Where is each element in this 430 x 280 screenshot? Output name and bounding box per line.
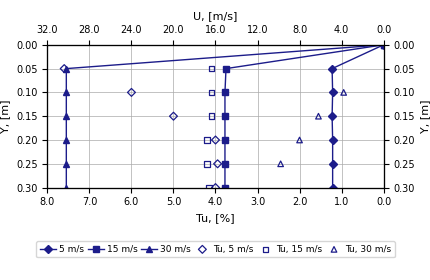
- Tu, 5 m/s: [61, 66, 68, 71]
- 5 m/s: [329, 186, 335, 189]
- Tu, 5 m/s: [169, 114, 176, 118]
- Tu, 15 m/s: [379, 43, 386, 47]
- Tu, 5 m/s: [214, 162, 221, 166]
- 5 m/s: [380, 43, 385, 46]
- Y-axis label: Y, [m]: Y, [m]: [0, 99, 10, 133]
- Tu, 15 m/s: [203, 162, 210, 166]
- 5 m/s: [329, 91, 335, 94]
- Tu, 15 m/s: [207, 90, 214, 95]
- Tu, 30 m/s: [314, 114, 321, 118]
- Tu, 30 m/s: [276, 162, 283, 166]
- X-axis label: Tu, [%]: Tu, [%]: [196, 213, 234, 223]
- Line: 30 m/s: 30 m/s: [63, 42, 385, 190]
- Tu, 5 m/s: [212, 185, 218, 190]
- Line: 15 m/s: 15 m/s: [221, 42, 385, 190]
- Tu, 30 m/s: [295, 138, 302, 142]
- Tu, 15 m/s: [205, 185, 212, 190]
- Tu, 5 m/s: [128, 90, 135, 95]
- Y-axis label: Y, [m]: Y, [m]: [420, 99, 430, 133]
- 5 m/s: [329, 67, 334, 70]
- 30 m/s: [64, 186, 69, 189]
- 5 m/s: [329, 162, 335, 165]
- Tu, 15 m/s: [203, 138, 210, 142]
- 15 m/s: [380, 43, 385, 46]
- Tu, 15 m/s: [207, 66, 214, 71]
- 15 m/s: [222, 186, 227, 189]
- 30 m/s: [64, 91, 69, 94]
- 15 m/s: [223, 67, 228, 70]
- Tu, 5 m/s: [379, 43, 386, 47]
- 30 m/s: [64, 138, 69, 142]
- Tu, 15 m/s: [207, 114, 214, 118]
- 30 m/s: [64, 115, 69, 118]
- 15 m/s: [222, 162, 227, 165]
- 15 m/s: [222, 115, 227, 118]
- 30 m/s: [380, 43, 385, 46]
- 15 m/s: [222, 138, 227, 142]
- 5 m/s: [329, 115, 334, 118]
- X-axis label: U, [m/s]: U, [m/s]: [193, 11, 237, 22]
- Legend: 5 m/s, 15 m/s, 30 m/s, Tu, 5 m/s, Tu, 15 m/s, Tu, 30 m/s: 5 m/s, 15 m/s, 30 m/s, Tu, 5 m/s, Tu, 15…: [37, 241, 393, 257]
- Line: 5 m/s: 5 m/s: [329, 42, 385, 190]
- 30 m/s: [64, 67, 69, 70]
- 15 m/s: [222, 91, 227, 94]
- Tu, 30 m/s: [339, 90, 346, 95]
- 30 m/s: [64, 162, 69, 165]
- Tu, 5 m/s: [212, 138, 218, 142]
- 5 m/s: [329, 138, 335, 142]
